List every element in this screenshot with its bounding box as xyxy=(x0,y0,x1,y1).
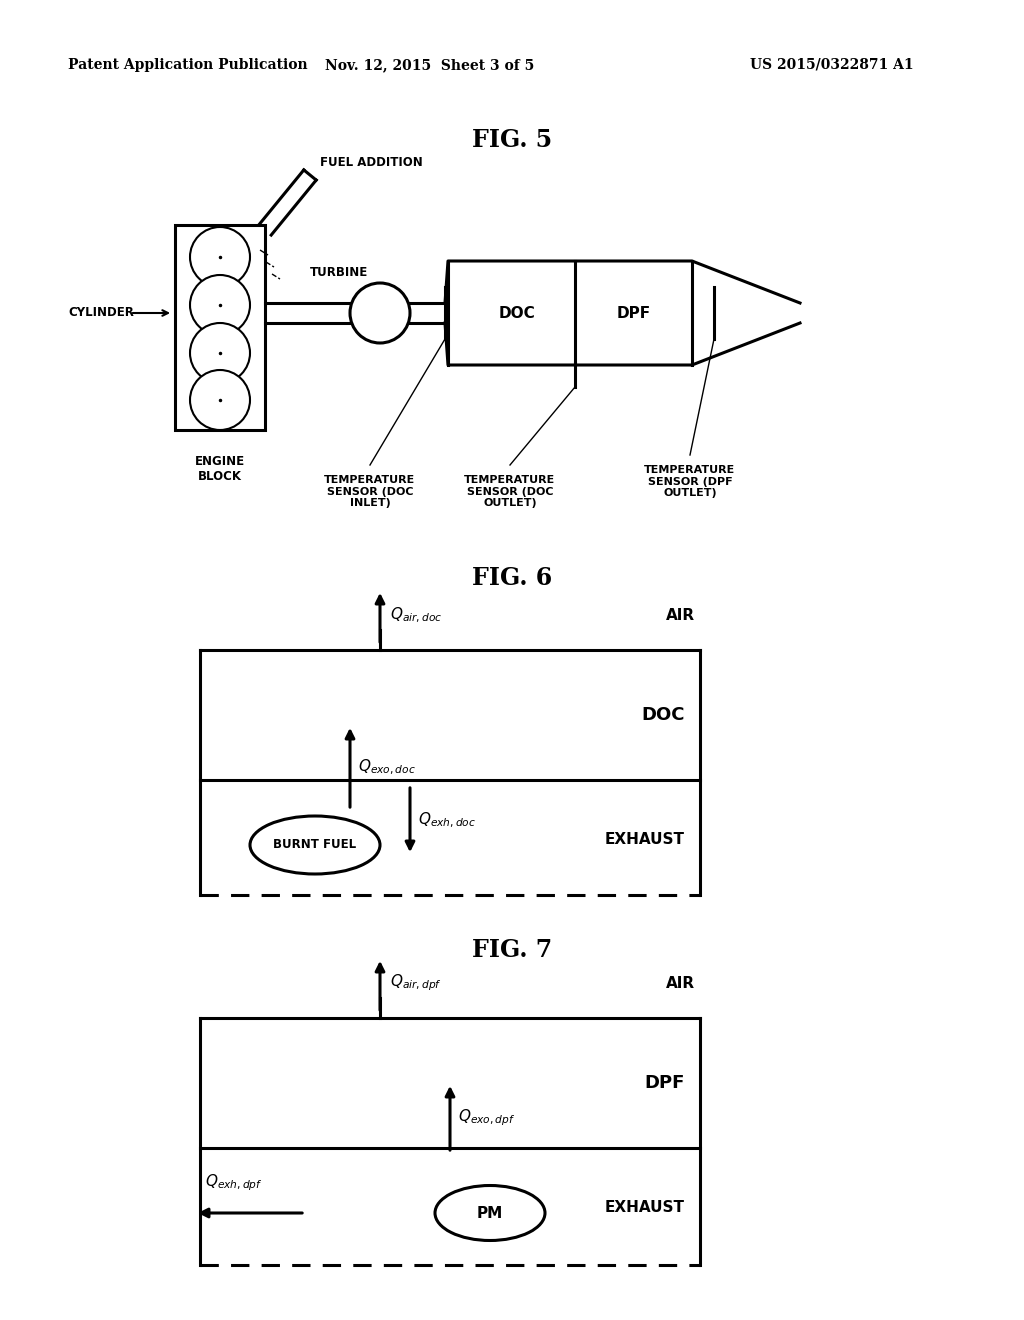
Text: AIR: AIR xyxy=(666,975,695,990)
Text: EXHAUST: EXHAUST xyxy=(605,833,685,847)
Text: PM: PM xyxy=(477,1205,503,1221)
Text: TEMPERATURE
SENSOR (DOC
INLET): TEMPERATURE SENSOR (DOC INLET) xyxy=(325,475,416,508)
Text: TEMPERATURE
SENSOR (DOC
OUTLET): TEMPERATURE SENSOR (DOC OUTLET) xyxy=(464,475,556,508)
Circle shape xyxy=(190,275,250,335)
Text: ENGINE
BLOCK: ENGINE BLOCK xyxy=(195,455,245,483)
Text: DPF: DPF xyxy=(645,1074,685,1092)
Circle shape xyxy=(350,282,410,343)
Text: FUEL ADDITION: FUEL ADDITION xyxy=(319,156,423,169)
Circle shape xyxy=(190,370,250,430)
Text: $\mathit{Q}_{exo,doc}$: $\mathit{Q}_{exo,doc}$ xyxy=(358,758,416,777)
Text: US 2015/0322871 A1: US 2015/0322871 A1 xyxy=(750,58,913,73)
Text: AIR: AIR xyxy=(666,607,695,623)
Text: $\mathit{Q}_{exh,dpf}$: $\mathit{Q}_{exh,dpf}$ xyxy=(205,1172,263,1193)
Text: DOC: DOC xyxy=(498,305,535,321)
Ellipse shape xyxy=(435,1185,545,1241)
Text: $\mathit{Q}_{air,doc}$: $\mathit{Q}_{air,doc}$ xyxy=(390,606,442,624)
Text: EXHAUST: EXHAUST xyxy=(605,1200,685,1216)
Bar xyxy=(175,224,265,430)
Text: DPF: DPF xyxy=(616,305,650,321)
Text: $\mathit{Q}_{exo,dpf}$: $\mathit{Q}_{exo,dpf}$ xyxy=(458,1107,515,1129)
Text: Patent Application Publication: Patent Application Publication xyxy=(68,58,307,73)
Ellipse shape xyxy=(250,816,380,874)
Text: TEMPERATURE
SENSOR (DPF
OUTLET): TEMPERATURE SENSOR (DPF OUTLET) xyxy=(644,465,735,498)
Text: FIG. 5: FIG. 5 xyxy=(472,128,552,152)
Text: TURBINE: TURBINE xyxy=(310,265,369,279)
Circle shape xyxy=(190,227,250,286)
Circle shape xyxy=(190,323,250,383)
Text: FIG. 6: FIG. 6 xyxy=(472,566,552,590)
Text: $\mathit{Q}_{exh,doc}$: $\mathit{Q}_{exh,doc}$ xyxy=(418,810,476,830)
Text: FIG. 7: FIG. 7 xyxy=(472,939,552,962)
Text: CYLINDER: CYLINDER xyxy=(68,306,134,319)
Text: BURNT FUEL: BURNT FUEL xyxy=(273,838,356,851)
Text: DOC: DOC xyxy=(641,706,685,723)
Text: Nov. 12, 2015  Sheet 3 of 5: Nov. 12, 2015 Sheet 3 of 5 xyxy=(326,58,535,73)
Text: $\mathit{Q}_{air,dpf}$: $\mathit{Q}_{air,dpf}$ xyxy=(390,973,442,993)
